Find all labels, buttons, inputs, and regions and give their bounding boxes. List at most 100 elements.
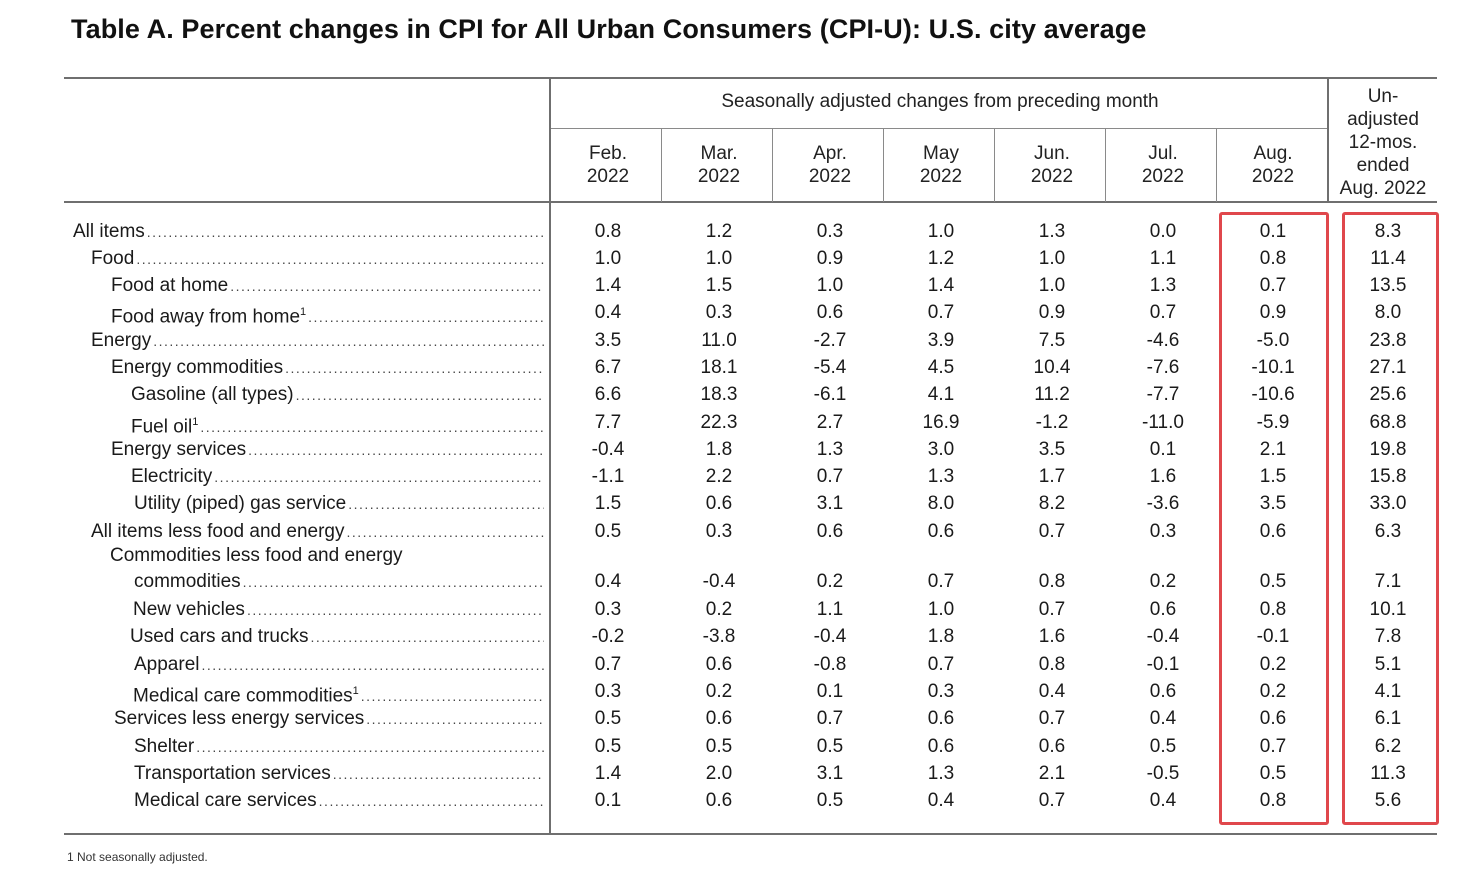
month-column-divider [883,129,884,202]
table-row: Fuel oil1...............................… [0,409,1470,437]
month-cell: 8.0 [927,493,955,514]
month-label: Mar. [700,143,738,164]
leader-dots: ........................................… [214,469,544,485]
row-label-text: Food away from home1 [111,306,307,328]
month-cell: 0.2 [816,571,844,592]
row-label: Used cars and trucks....................… [130,623,544,650]
year-label: 2022 [919,166,963,187]
table-row: Used cars and trucks....................… [0,623,1470,650]
row-label-text: Medical care services [134,790,317,811]
month-cell: 0.9 [816,248,844,269]
month-cell: 1.5 [1259,466,1287,487]
row-label: Food at home............................… [111,272,544,299]
unadjusted-cell: 4.1 [1374,681,1402,702]
unadjusted-cell: 15.8 [1369,466,1407,487]
row-label-line1: Commodities less food and energy [110,545,403,566]
table-row: Commodities less food and energy commodit… [0,545,1470,595]
row-label-text: Medical care commodities1 [133,685,359,707]
leader-dots: ........................................… [310,629,544,645]
table-row: Food away from home1....................… [0,299,1470,327]
leader-dots: ........................................… [248,442,544,458]
row-label: All items less food and energy..........… [91,518,544,545]
table-row: Apparel.................................… [0,651,1470,678]
unadjusted-cell: 11.4 [1370,248,1406,269]
month-cell: -2.7 [813,330,847,351]
table-row: Food....................................… [0,245,1470,272]
month-cell: 16.9 [922,412,960,433]
month-cell: 0.7 [816,466,844,487]
month-cell: 0.4 [927,790,955,811]
month-cell: 3.0 [927,439,955,460]
footnote: 1 Not seasonally adjusted. [67,850,208,864]
month-cell: 11.0 [701,330,737,351]
row-label: Food away from home1....................… [111,299,544,327]
leader-dots: ........................................… [360,688,544,705]
month-cell: 1.4 [594,275,622,296]
month-cell: 1.3 [927,763,955,784]
month-cell: 1.6 [1149,466,1177,487]
unadjusted-cell: 25.6 [1369,384,1407,405]
month-cell: -0.5 [1146,763,1180,784]
unadjusted-header-line: Un- [1367,86,1399,107]
unadjusted-column-header: Un-adjusted 12-mos. ended Aug. 2022 [1329,85,1437,200]
month-cell: 0.3 [705,302,733,323]
aug-column-highlight [1219,212,1329,825]
month-cell: 0.5 [1259,571,1287,592]
row-label: Shelter.................................… [134,733,544,760]
month-cell: 0.2 [705,599,733,620]
month-cell: 0.5 [1149,736,1177,757]
unadjusted-cell: 11.3 [1370,763,1406,784]
leader-dots: ........................................… [332,766,544,782]
month-cell: 3.5 [1259,493,1287,514]
row-label-text: Energy [91,330,152,351]
month-cell: 0.7 [1038,708,1066,729]
row-label-text: Energy services [111,439,247,460]
month-cell: 0.7 [1038,599,1066,620]
month-cell: -0.4 [813,626,847,647]
unadjusted-header-line: 12-mos. [1348,132,1418,153]
month-cell: 6.6 [594,384,622,405]
month-cell: 0.9 [1038,302,1066,323]
month-column-header: Mar. 2022 [664,142,774,188]
row-label: Energy..................................… [91,327,544,354]
year-label: 2022 [1251,166,1295,187]
month-cell: -11.0 [1142,412,1184,433]
month-cell: 4.1 [927,384,955,405]
month-cell: -10.6 [1251,384,1295,405]
month-cell: 0.2 [705,681,733,702]
leader-dots: ........................................… [318,793,544,809]
month-cell: -1.2 [1035,412,1069,433]
row-label: Utility (piped) gas service.............… [134,490,544,517]
month-cell: -1.1 [591,466,625,487]
leader-dots: ........................................… [285,360,544,376]
row-label-text: Transportation services [134,763,331,784]
table-row: Gasoline (all types)....................… [0,381,1470,408]
month-cell: 1.3 [927,466,955,487]
month-cell: 0.8 [1038,571,1066,592]
month-cell: 0.5 [594,736,622,757]
leader-dots: ........................................… [242,574,544,590]
month-cell: 1.0 [705,248,733,269]
row-label: Medical care commodities1...............… [133,678,544,706]
table-row: Energy services.........................… [0,436,1470,463]
month-cell: 0.7 [927,654,955,675]
month-cell: 1.0 [927,221,955,242]
month-cell: -0.2 [591,626,625,647]
month-cell: 0.7 [927,302,955,323]
month-cell: 0.0 [1149,221,1177,242]
month-cell: 1.3 [1149,275,1177,296]
month-cell: 0.3 [1149,521,1177,542]
footnote-marker: 1 [300,306,307,318]
month-cell: 1.3 [816,439,844,460]
month-cell: -0.1 [1146,654,1180,675]
month-cell: 0.7 [816,708,844,729]
month-cell: 0.3 [816,221,844,242]
month-cell: 0.1 [816,681,844,702]
leader-dots: ........................................… [230,278,544,294]
month-cell: -0.4 [1146,626,1180,647]
month-cell: 1.0 [816,275,844,296]
month-cell: 0.3 [594,599,622,620]
month-cell: 1.3 [1038,221,1066,242]
month-cell: 0.6 [705,790,733,811]
row-label-text: Electricity [131,466,213,487]
